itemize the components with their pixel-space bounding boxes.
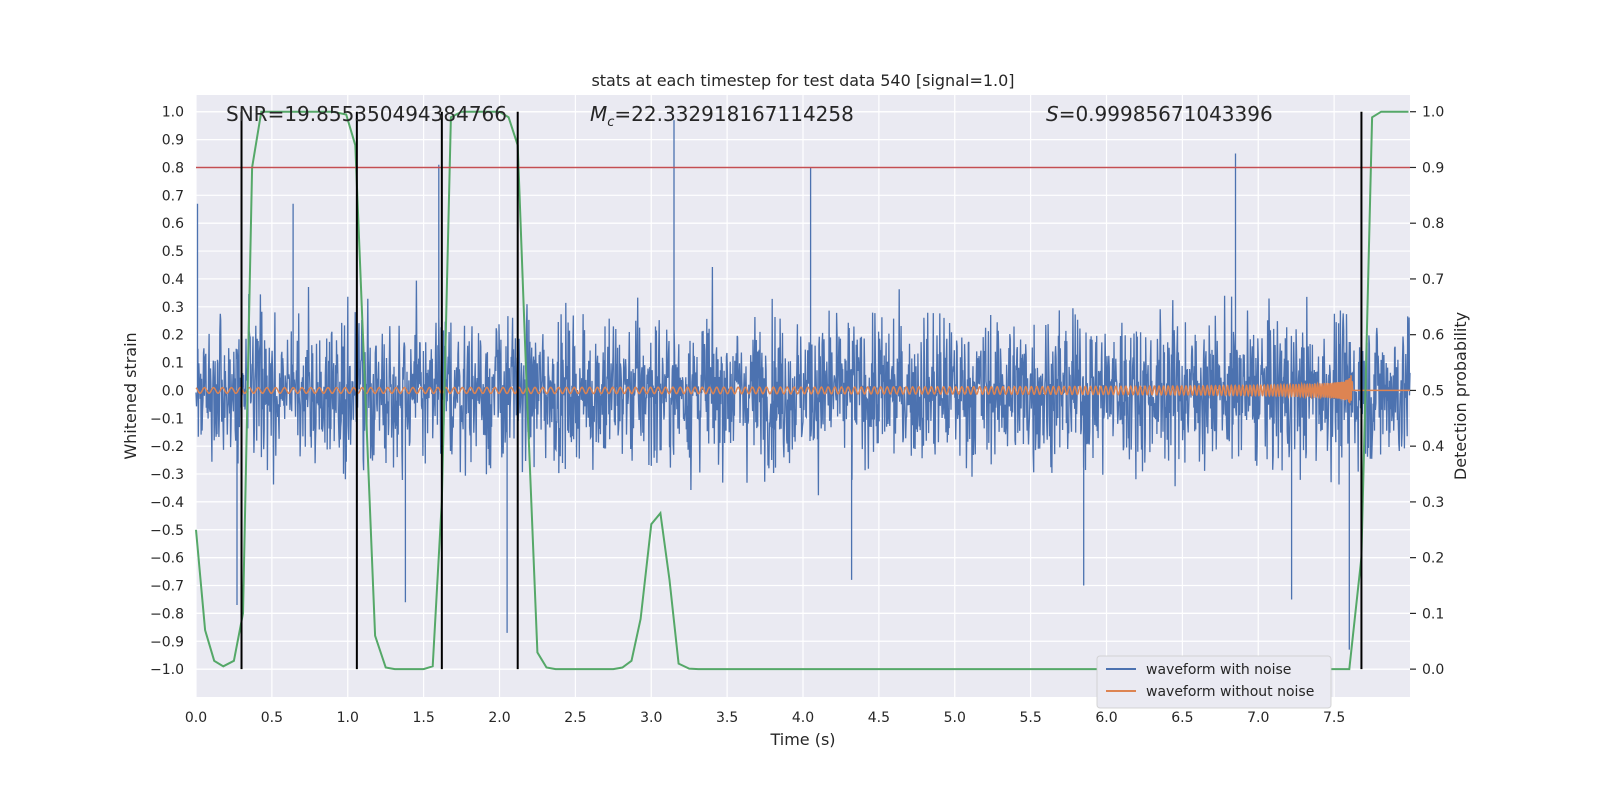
- x-tick-label-4: 2.0: [488, 710, 510, 726]
- x-tick-label-5: 2.5: [564, 710, 586, 726]
- y-tick-label-12: −0.2: [150, 439, 184, 455]
- detection-probability-line: [195, 110, 1409, 671]
- x-tick-label-9: 4.5: [868, 710, 890, 726]
- legend-label-noisy: waveform with noise: [1146, 662, 1291, 678]
- y-tick-label-17: −0.7: [150, 579, 184, 595]
- y2-tick-label-1: 0.9: [1422, 160, 1444, 176]
- x-axis-title: Time (s): [769, 730, 835, 749]
- y-tick-label-18: −0.8: [150, 606, 184, 622]
- legend-box: [1096, 655, 1332, 709]
- y-tick-label-15: −0.5: [150, 523, 184, 539]
- y2-tick-label-0: 1.0: [1422, 105, 1444, 121]
- y-tick-label-14: −0.4: [150, 495, 184, 511]
- y-tick-label-11: −0.1: [150, 411, 184, 427]
- x-tick-label-6: 3.0: [640, 710, 662, 726]
- y2-axis-ticks: 1.0 0.9 0.8 0.7 0.6 0.5 0.4 0.3 0.2 0.1 0.0: [1410, 105, 1444, 678]
- x-tick-label-2: 1.0: [337, 710, 359, 726]
- y-tick-label-3: 0.7: [162, 188, 184, 204]
- x-tick-label-11: 5.5: [1019, 710, 1041, 726]
- s-annotation: S=0.99985671043396: [1046, 102, 1273, 126]
- x-axis-ticks: 0.0 0.5 1.0 1.5 2.0 2.5 3.0 3.5 4.0 4.5 5.0 5.5 6.0 6…: [185, 710, 1345, 726]
- y2-tick-label-3: 0.7: [1422, 272, 1444, 288]
- y-tick-label-2: 0.8: [162, 160, 184, 176]
- annotations: SNR=19.855350494384766 Mc=22.33291816711…: [226, 102, 1273, 130]
- x-tick-label-15: 7.5: [1323, 710, 1345, 726]
- snr-annotation: SNR=19.855350494384766: [226, 102, 507, 126]
- y-tick-label-9: 0.1: [162, 356, 184, 372]
- y2-tick-label-10: 0.0: [1422, 662, 1444, 678]
- waveform-without-noise-line: [195, 375, 1410, 404]
- x-tick-label-0: 0.0: [185, 710, 207, 726]
- x-tick-label-13: 6.5: [1171, 710, 1193, 726]
- x-tick-label-10: 5.0: [944, 710, 966, 726]
- y-axis-ticks: 1.0 0.9 0.8 0.7 0.6 0.5 0.4 0.3 0.2 0.1 0.0 −0.1 −0.…: [150, 105, 184, 678]
- legend: waveform with noise waveform without noi…: [1096, 655, 1332, 709]
- y2-axis-title: Detection probability: [1451, 312, 1470, 480]
- y2-tick-label-2: 0.8: [1422, 216, 1444, 232]
- y-tick-label-8: 0.2: [162, 328, 184, 344]
- y-tick-label-13: −0.3: [150, 467, 184, 483]
- y-tick-label-4: 0.6: [162, 216, 184, 232]
- y-axis-title: Whitened strain: [121, 332, 140, 459]
- x-tick-label-3: 1.5: [412, 710, 434, 726]
- y2-tick-label-4: 0.6: [1422, 328, 1444, 344]
- y-tick-label-6: 0.4: [162, 272, 184, 288]
- y2-tick-label-6: 0.4: [1422, 439, 1444, 455]
- clean-waveform-path: [195, 375, 1410, 404]
- y-tick-label-5: 0.5: [162, 244, 184, 260]
- x-tick-label-7: 3.5: [716, 710, 738, 726]
- y-tick-label-19: −0.9: [150, 634, 184, 650]
- noisy-waveform-path: [195, 120, 1411, 650]
- legend-label-clean: waveform without noise: [1146, 684, 1314, 700]
- probability-path: [195, 110, 1409, 671]
- y2-tick-label-8: 0.2: [1422, 551, 1444, 567]
- y2-tick-label-5: 0.5: [1422, 383, 1444, 399]
- y-tick-label-20: −1.0: [150, 662, 184, 678]
- x-tick-label-1: 0.5: [261, 710, 283, 726]
- y-tick-label-0: 1.0: [162, 105, 184, 121]
- y-tick-label-10: 0.0: [162, 383, 184, 399]
- y2-tick-label-7: 0.3: [1422, 495, 1444, 511]
- x-tick-label-8: 4.0: [792, 710, 814, 726]
- y-tick-label-7: 0.3: [162, 300, 184, 316]
- chart-title: stats at each timestep for test data 540…: [591, 71, 1014, 90]
- x-tick-label-14: 7.0: [1247, 710, 1269, 726]
- vertical-markers: [240, 111, 1363, 670]
- y-tick-label-1: 0.9: [162, 133, 184, 149]
- x-tick-label-12: 6.0: [1095, 710, 1117, 726]
- y2-tick-label-9: 0.1: [1422, 606, 1444, 622]
- y-tick-label-16: −0.6: [150, 551, 184, 567]
- waveform-with-noise-line: [195, 120, 1411, 650]
- chirp-mass-annotation: Mc=22.332918167114258: [590, 102, 854, 130]
